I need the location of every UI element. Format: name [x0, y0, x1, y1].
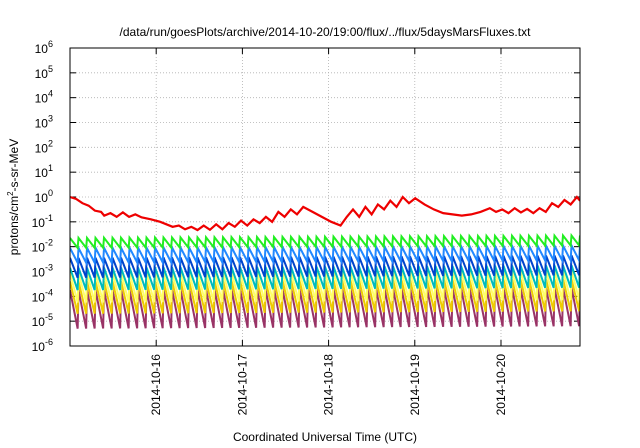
y-tick-label: 101: [35, 163, 53, 180]
y-tick-base: 10: [35, 117, 49, 131]
y-tick-exp: -6: [45, 337, 53, 347]
y-tick-exp: -3: [45, 263, 53, 273]
y-tick-exp: 5: [48, 64, 53, 74]
y-tick-label: 10-1: [32, 213, 53, 230]
y-tick-base: 10: [32, 216, 46, 230]
y-tick-exp: 3: [48, 114, 53, 124]
y-tick-exp: 4: [48, 89, 53, 99]
y-tick-label: 10-5: [32, 312, 53, 329]
x-tick-label: 2014-10-16: [149, 354, 163, 416]
series-line: [70, 195, 580, 232]
y-tick-exp: -4: [45, 287, 53, 297]
x-axis-label: Coordinated Universal Time (UTC): [233, 430, 417, 444]
y-axis-label: protons/cm2-s-sr-MeV: [6, 139, 21, 255]
x-tick-labels: 2014-10-16 2014-10-17 2014-10-18 2014-10-19…: [149, 354, 508, 416]
y-tick-label: 105: [35, 64, 53, 81]
x-tick-label: 2014-10-19: [408, 354, 422, 416]
y-tick-exp: 2: [48, 138, 53, 148]
y-tick-label: 10-6: [32, 337, 53, 354]
x-tick-label: 2014-10-18: [322, 354, 336, 416]
y-tick-base: 10: [35, 141, 49, 155]
y-tick-base: 10: [32, 241, 46, 255]
y-axis-label-main: protons/cm: [7, 196, 21, 255]
x-tick-label: 2014-10-17: [235, 354, 249, 416]
y-tick-base: 10: [35, 42, 49, 56]
y-tick-exp: -1: [45, 213, 53, 223]
series-layer: [70, 195, 580, 329]
y-tick-base: 10: [32, 290, 46, 304]
y-tick-label: 10-3: [32, 263, 53, 280]
y-tick-label: 103: [35, 114, 53, 131]
y-tick-base: 10: [32, 266, 46, 280]
y-tick-label: 100: [35, 188, 53, 205]
y-tick-base: 10: [35, 92, 49, 106]
y-tick-base: 10: [35, 191, 49, 205]
y-tick-base: 10: [32, 315, 46, 329]
y-tick-exp: 1: [48, 163, 53, 173]
y-tick-label: 10-2: [32, 238, 53, 255]
y-tick-exp: -5: [45, 312, 53, 322]
plot-area: [69, 47, 581, 347]
y-tick-label: 10-4: [32, 287, 53, 304]
y-tick-base: 10: [32, 340, 46, 354]
chart-title: /data/run/goesPlots/archive/2014-10-20/1…: [120, 25, 532, 39]
y-tick-label: 106: [35, 39, 53, 56]
y-tick-label: 104: [35, 89, 53, 106]
y-tick-exp: -2: [45, 238, 53, 248]
plot-frame: [69, 47, 581, 347]
x-tick-label: 2014-10-20: [494, 354, 508, 416]
y-tick-base: 10: [35, 166, 49, 180]
y-tick-base: 10: [35, 67, 49, 81]
y-axis-label-rest: -s-sr-MeV: [7, 139, 21, 192]
series-group: [70, 195, 580, 329]
series-line: [70, 232, 580, 251]
y-tick-labels: 10-610-510-410-310-210-11001011021031041…: [32, 39, 53, 354]
y-tick-exp: 6: [48, 39, 53, 49]
y-axis-label-sup: 2: [6, 191, 15, 196]
y-tick-label: 102: [35, 138, 53, 155]
y-tick-exp: 0: [48, 188, 53, 198]
